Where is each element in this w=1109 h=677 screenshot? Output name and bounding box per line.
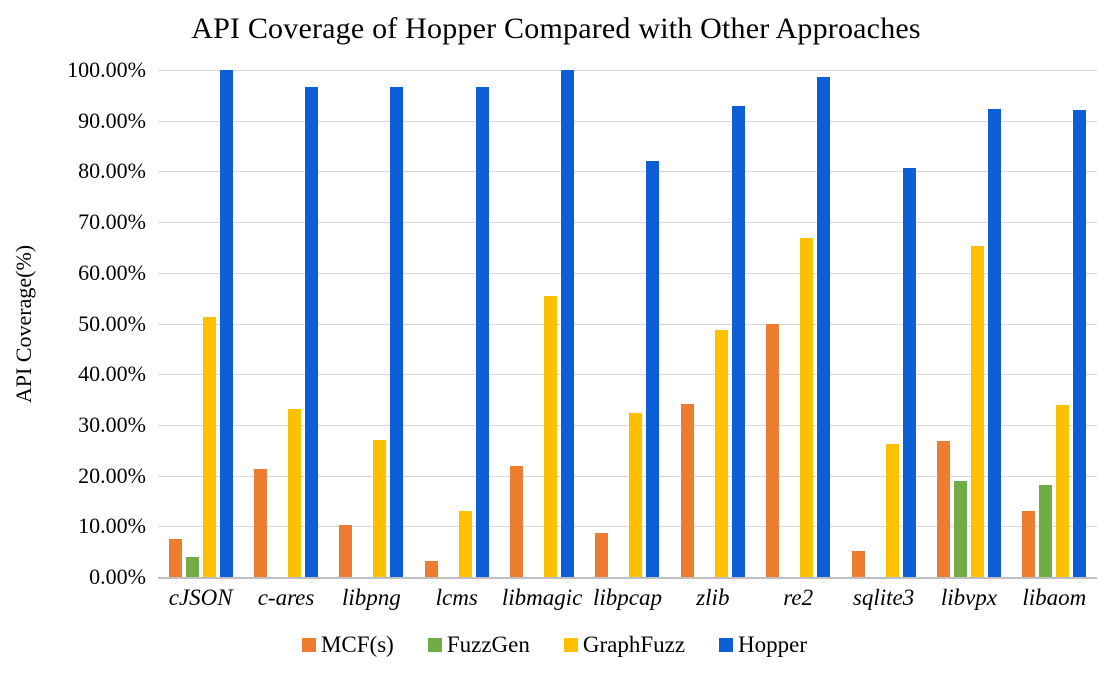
x-label-libvpx: libvpx [940, 585, 998, 610]
x-label-zlib: zlib [696, 585, 730, 610]
legend-label: MCF(s) [320, 632, 394, 657]
bar-GraphFuzz-c-ares [288, 409, 302, 577]
bar-MCF(s)-libvpx [936, 441, 950, 577]
bar-Hopper-libmagic [561, 70, 575, 577]
x-label-libaom: libaom [1022, 585, 1087, 610]
x-label-sqlite3: sqlite3 [852, 585, 915, 610]
bar-group-libpng [329, 70, 414, 577]
bar-group-sqlite3 [841, 70, 926, 577]
x-label-re2: re2 [783, 585, 814, 610]
gridline-20 [158, 475, 1097, 477]
bar-GraphFuzz-re2 [800, 237, 814, 577]
bar-group-lcms [414, 70, 499, 577]
gridline-80 [158, 171, 1097, 173]
bar-group-zlib [670, 70, 755, 577]
bar-group-cJSON [158, 70, 243, 577]
chart-title: API Coverage of Hopper Compared with Oth… [191, 12, 921, 45]
y-tick-80: 80.00% [78, 158, 146, 184]
bar-FuzzGen-libvpx [953, 480, 967, 577]
bar-FuzzGen-libaom [1039, 484, 1053, 577]
x-label-libmagic: libmagic [501, 585, 583, 610]
legend-item-Hopper: Hopper [719, 632, 807, 658]
x-axis-labels: cJSON c-ares libpng lcms libmagic libpcap zlib… [158, 585, 1097, 611]
legend-swatch-icon [427, 638, 442, 652]
legend: MCF(s) FuzzGen GraphFuzz Hopper [0, 632, 1109, 658]
bar-group-c-ares [243, 70, 328, 577]
legend-label: FuzzGen [446, 632, 530, 657]
legend-label: Hopper [738, 632, 808, 657]
bar-Hopper-re2 [817, 77, 831, 577]
gridline-90 [158, 120, 1097, 122]
bar-Hopper-libaom [1073, 110, 1087, 577]
legend-item-MCF(s): MCF(s) [301, 632, 394, 658]
bar-MCF(s)-libmagic [510, 465, 524, 577]
y-tick-60: 60.00% [78, 259, 146, 285]
legend-item-FuzzGen: FuzzGen [427, 632, 530, 658]
legend-item-GraphFuzz: GraphFuzz [563, 632, 686, 658]
bar-MCF(s)-cJSON [168, 539, 182, 577]
bar-groups [158, 70, 1097, 577]
bar-Hopper-cJSON [219, 70, 233, 577]
x-label-libpcap: libpcap [592, 585, 662, 610]
bar-MCF(s)-lcms [424, 560, 438, 577]
bar-MCF(s)-zlib [680, 403, 694, 577]
legend-label: GraphFuzz [582, 632, 686, 657]
bar-Hopper-libpng [390, 86, 404, 577]
bar-MCF(s)-libpcap [595, 532, 609, 577]
gridline-30 [158, 424, 1097, 426]
y-tick-40: 40.00% [78, 361, 146, 387]
bar-MCF(s)-libpng [339, 525, 353, 577]
legend-swatch-icon [719, 638, 734, 652]
gridline-40 [158, 374, 1097, 376]
bar-GraphFuzz-libaom [1056, 405, 1070, 577]
x-label-cJSON: cJSON [168, 585, 233, 610]
x-label-c-ares: c-ares [257, 585, 315, 610]
bar-Hopper-c-ares [305, 87, 319, 577]
y-tick-10: 10.00% [78, 513, 146, 539]
y-tick-20: 20.00% [78, 462, 146, 488]
gridline-10 [158, 526, 1097, 528]
x-label-lcms: lcms [435, 585, 478, 610]
gridline-70 [158, 222, 1097, 224]
y-axis-tick-labels: 0.00% 10.00% 20.00% 30.00% 40.00% 50.00% 60.00… [0, 57, 146, 589]
bar-GraphFuzz-libpcap [629, 412, 643, 577]
bar-GraphFuzz-lcms [458, 510, 472, 577]
y-tick-30: 30.00% [78, 411, 146, 437]
gridline-100 [158, 70, 1097, 71]
y-tick-70: 70.00% [78, 209, 146, 235]
bar-Hopper-libpcap [646, 161, 660, 577]
bar-Hopper-lcms [475, 86, 489, 577]
bar-MCF(s)-sqlite3 [851, 551, 865, 577]
y-tick-90: 90.00% [78, 107, 146, 133]
plot-area [158, 70, 1097, 579]
bar-Hopper-libvpx [987, 108, 1001, 577]
bar-Hopper-zlib [731, 106, 745, 577]
bar-group-libaom [1012, 70, 1097, 577]
bar-MCF(s)-libaom [1022, 511, 1036, 577]
bar-GraphFuzz-cJSON [202, 317, 216, 577]
gridline-60 [158, 272, 1097, 274]
bar-GraphFuzz-zlib [714, 330, 728, 577]
x-label-libpng: libpng [342, 585, 401, 610]
bar-GraphFuzz-libvpx [970, 246, 984, 577]
y-tick-50: 50.00% [78, 310, 146, 336]
bar-MCF(s)-c-ares [254, 468, 268, 577]
bar-GraphFuzz-sqlite3 [885, 443, 899, 577]
bar-group-libmagic [499, 70, 584, 577]
bar-group-libvpx [926, 70, 1011, 577]
gridline-50 [158, 323, 1097, 325]
bar-group-re2 [756, 70, 841, 577]
bar-MCF(s)-re2 [766, 323, 780, 577]
bar-GraphFuzz-libpng [373, 439, 387, 577]
bar-GraphFuzz-libmagic [544, 296, 558, 577]
y-tick-100: 100.00% [67, 57, 146, 82]
legend-swatch-icon [563, 638, 578, 652]
bar-Hopper-sqlite3 [902, 168, 916, 577]
bar-FuzzGen-cJSON [185, 557, 199, 577]
bar-group-libpcap [585, 70, 670, 577]
legend-swatch-icon [301, 638, 316, 652]
y-tick-0: 0.00% [89, 564, 146, 589]
